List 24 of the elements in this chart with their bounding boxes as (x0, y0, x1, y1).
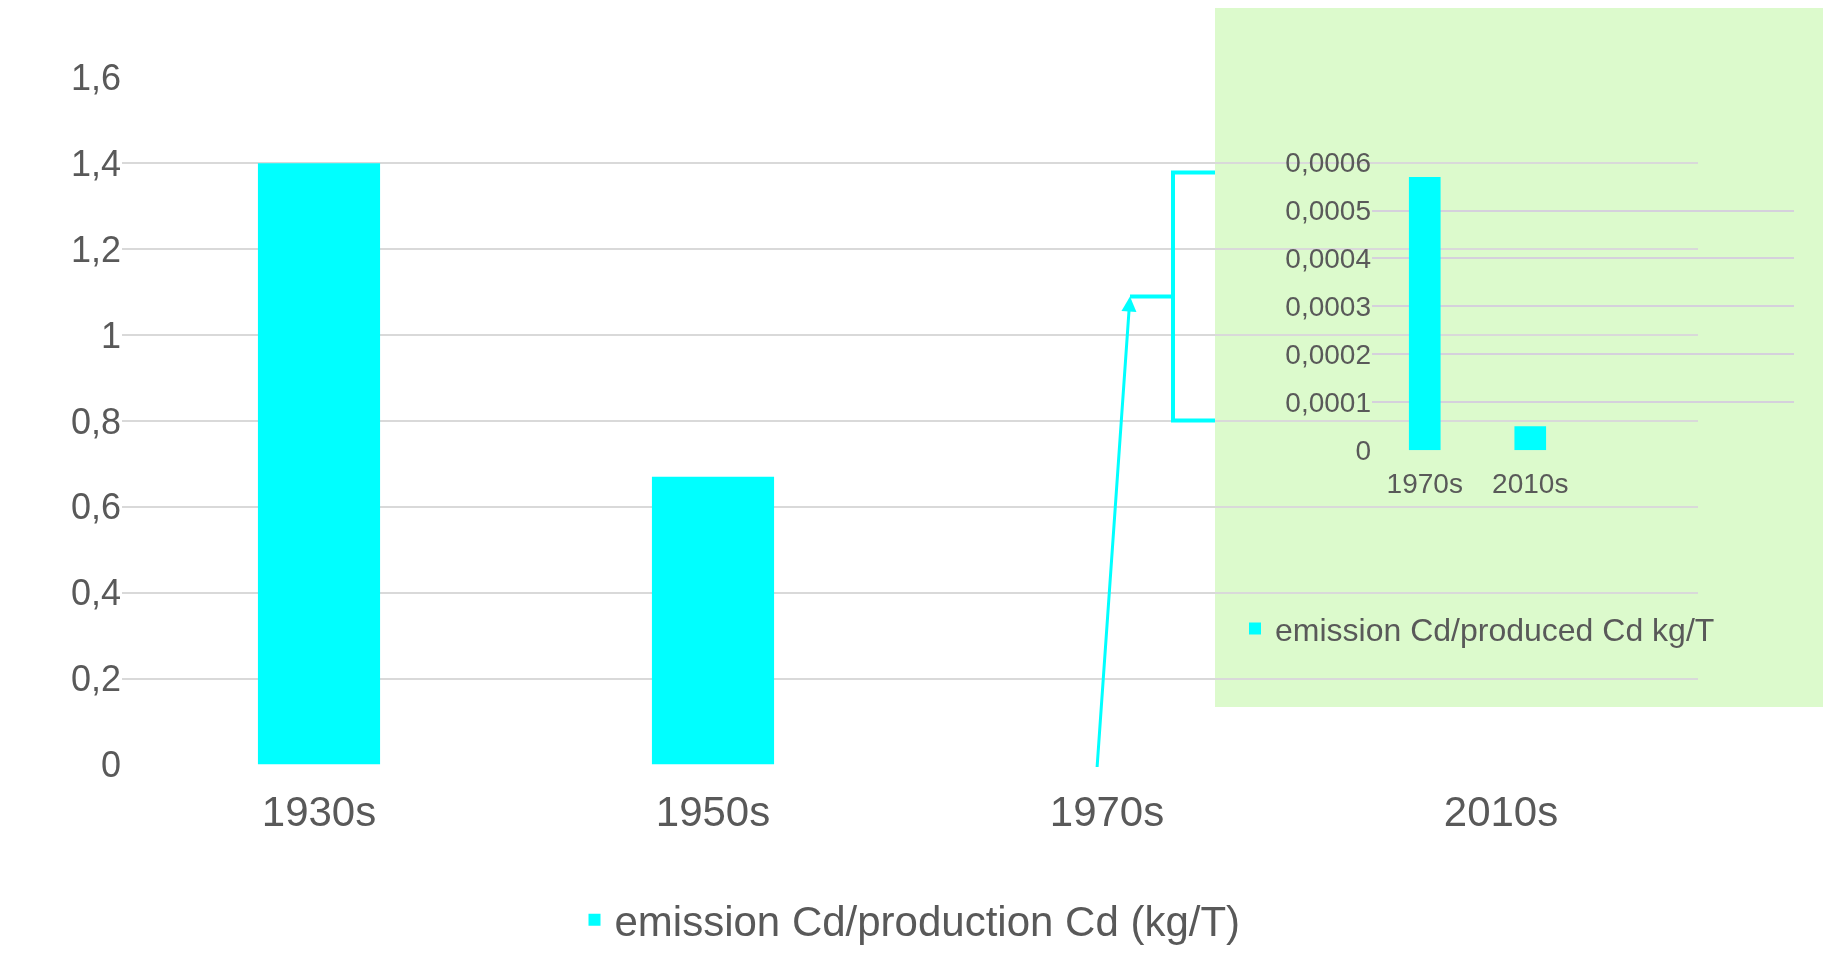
x-tick-label: 1950s (655, 787, 771, 835)
y-tick-label: 0,0002 (1285, 339, 1371, 371)
y-tick-label: 0,0001 (1285, 387, 1371, 419)
x-tick-label: 2010s (1443, 787, 1559, 835)
x-tick-label: 1930s (261, 787, 377, 835)
legend-label: emission Cd/produced Cd kg/T (1275, 611, 1715, 648)
y-tick-label: 0,4 (70, 572, 121, 614)
y-tick-label: 0,0006 (1285, 147, 1371, 179)
x-tick-label: 1970s (1386, 468, 1463, 500)
y-tick-label: 1,6 (70, 56, 121, 98)
y-tick-label: 1,2 (70, 228, 121, 270)
y-tick-label: 0 (1355, 434, 1371, 466)
legend-label: emission Cd/production Cd (kg/T) (614, 898, 1241, 946)
y-tick-label: 0,0004 (1285, 243, 1371, 275)
y-tick-label: 0,0005 (1285, 195, 1371, 227)
y-tick-label: 0 (100, 744, 121, 786)
y-tick-label: 0,2 (70, 658, 121, 700)
x-tick-label: 2010s (1492, 468, 1569, 500)
x-tick-label: 1970s (1049, 787, 1165, 835)
y-tick-label: 0,8 (70, 400, 121, 442)
y-tick-label: 0,6 (70, 486, 121, 528)
y-tick-label: 0,0003 (1285, 291, 1371, 323)
y-tick-label: 1 (100, 314, 121, 356)
y-tick-label: 1,4 (70, 142, 121, 184)
